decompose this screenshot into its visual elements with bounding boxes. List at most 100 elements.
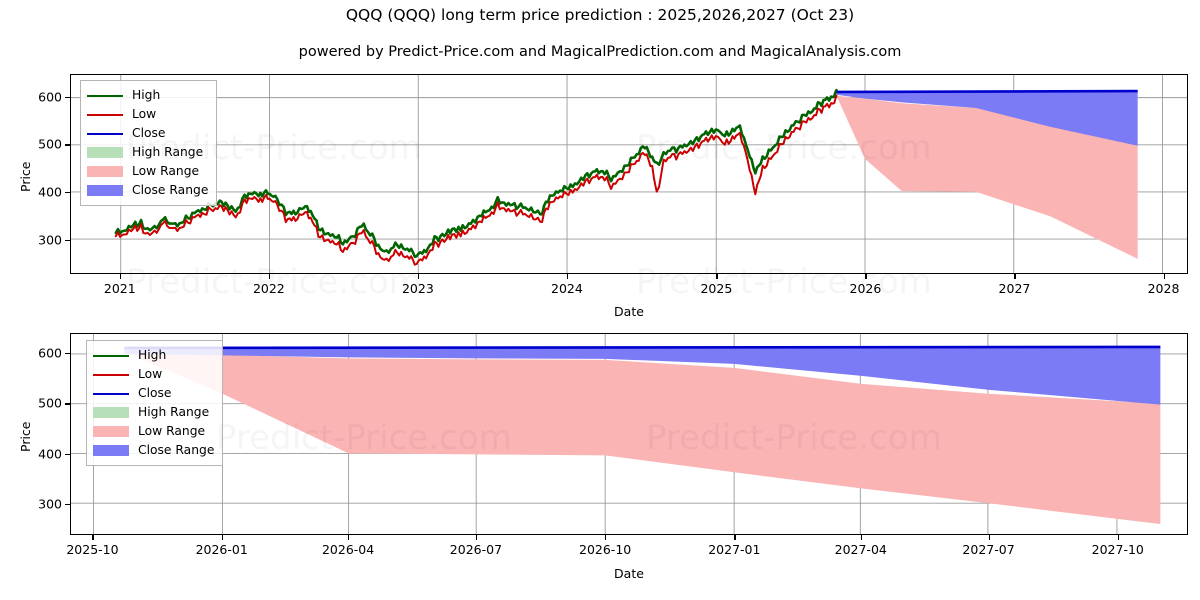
legend-high-range-swatch-icon — [87, 147, 123, 158]
x-tick-mark — [221, 535, 223, 540]
x-tick-label: 2026-04 — [321, 542, 375, 557]
x-tick-label: 2026-07 — [449, 542, 503, 557]
x-tick-label: 2026-01 — [195, 542, 248, 557]
x-tick-mark — [566, 274, 569, 279]
page-subtitle: powered by Predict-Price.com and Magical… — [298, 44, 902, 60]
legend-item-label: Close — [138, 386, 172, 401]
y-tick-label: 400 — [38, 184, 62, 200]
legend-high-range-swatch-icon — [93, 407, 129, 418]
legend-item-label: High — [138, 348, 167, 363]
legend-high-swatch-icon — [87, 90, 123, 102]
y-tick-label: 300 — [38, 496, 62, 512]
y-tick-label: 500 — [38, 395, 62, 411]
x-tick-mark — [1163, 274, 1165, 279]
x-tick-mark — [734, 535, 736, 540]
y-tick-mark — [65, 192, 70, 194]
legend-item: Close — [93, 384, 214, 403]
x-tick-mark — [348, 535, 350, 540]
legend-item: High — [87, 86, 208, 105]
overview-x-axis-label: Date — [614, 304, 644, 319]
x-tick-label: 2021 — [103, 281, 136, 296]
legend-item: High Range — [93, 403, 214, 422]
legend-item: High Range — [87, 143, 208, 162]
overview-plot-area — [70, 74, 1188, 274]
legend-low-swatch-icon — [93, 369, 129, 381]
x-tick-label: 2025 — [700, 281, 733, 296]
x-tick-label: 2024 — [551, 281, 583, 296]
y-tick-mark — [65, 144, 70, 146]
x-tick-mark — [988, 535, 990, 540]
x-tick-label: 2026 — [849, 281, 882, 296]
x-tick-label: 2027-10 — [1091, 542, 1144, 557]
x-tick-mark — [1117, 535, 1119, 540]
x-tick-mark — [417, 274, 420, 279]
y-tick-label: 600 — [38, 89, 62, 105]
legend-close-range-swatch-icon — [87, 185, 123, 196]
x-tick-mark — [716, 274, 718, 279]
legend-item: High — [93, 346, 214, 365]
forecast-plot-svg — [71, 334, 1187, 534]
legend-close-range-swatch-icon — [93, 445, 129, 456]
legend-low-range-swatch-icon — [93, 426, 129, 437]
overview-plot-svg — [71, 75, 1187, 273]
legend-item: Close Range — [87, 181, 208, 200]
forecast-chart-panel — [70, 333, 1188, 535]
x-tick-label: 2025-10 — [66, 542, 119, 557]
y-tick-label: 300 — [38, 232, 62, 248]
y-tick-mark — [65, 453, 70, 455]
legend-item: Low Range — [87, 162, 208, 181]
legend-item-label: Low Range — [138, 424, 206, 439]
x-tick-mark — [1014, 274, 1016, 279]
overview-y-axis-label: Price — [18, 161, 33, 193]
legend-low-swatch-icon — [87, 109, 123, 121]
x-tick-mark — [860, 535, 862, 540]
y-tick-label: 400 — [38, 446, 62, 462]
y-tick-mark — [65, 239, 70, 241]
x-tick-mark — [92, 535, 94, 540]
legend-item-label: Close Range — [138, 443, 215, 458]
y-tick-mark — [65, 353, 70, 355]
legend-item: Close — [87, 124, 208, 143]
x-tick-label: 2026-10 — [578, 542, 632, 557]
legend-item: Low Range — [93, 422, 214, 441]
x-tick-mark — [475, 535, 478, 540]
legend-low-range-swatch-icon — [87, 166, 123, 177]
y-tick-label: 600 — [38, 345, 62, 361]
legend-item-label: Low Range — [132, 164, 200, 179]
legend-item-label: Low — [132, 107, 157, 122]
forecast-y-axis-label: Price — [18, 421, 33, 453]
y-tick-mark — [65, 403, 70, 405]
legend-item: Low — [93, 365, 214, 384]
legend-item-label: High Range — [138, 405, 210, 420]
legend-item-label: High — [132, 88, 161, 103]
x-tick-label: 2027-01 — [708, 542, 761, 557]
legend-high-swatch-icon — [93, 350, 129, 362]
y-tick-label: 500 — [38, 136, 62, 152]
legend-item-label: Close Range — [132, 183, 209, 198]
legend-item-label: Low — [138, 367, 163, 382]
x-tick-mark — [605, 535, 607, 540]
x-tick-label: 2027-07 — [962, 542, 1015, 557]
x-tick-label: 2028 — [1147, 281, 1180, 296]
x-tick-label: 2023 — [401, 281, 434, 296]
x-tick-mark — [268, 274, 271, 279]
forecast-legend: High Low Close High Range Low Range Close Ran… — [86, 340, 224, 466]
legend-item-label: Close — [132, 126, 166, 141]
forecast-x-axis-label: Date — [614, 566, 644, 581]
legend-item: Close Range — [93, 441, 214, 460]
overview-legend: High Low Close High Range Low Range Close Ran… — [80, 80, 218, 206]
x-tick-mark — [119, 274, 121, 279]
legend-item: Low — [87, 105, 208, 124]
x-tick-mark — [865, 274, 867, 279]
page-title: QQQ (QQQ) long term price prediction : 2… — [345, 6, 855, 24]
y-tick-mark — [65, 503, 70, 506]
x-tick-label: 2027 — [998, 281, 1031, 296]
overview-chart-panel — [70, 74, 1188, 274]
legend-item-label: High Range — [132, 145, 204, 160]
x-tick-label: 2027-04 — [834, 542, 887, 557]
legend-close-swatch-icon — [93, 388, 129, 400]
x-tick-label: 2022 — [252, 281, 285, 296]
y-tick-mark — [65, 96, 70, 99]
legend-close-swatch-icon — [87, 128, 123, 140]
